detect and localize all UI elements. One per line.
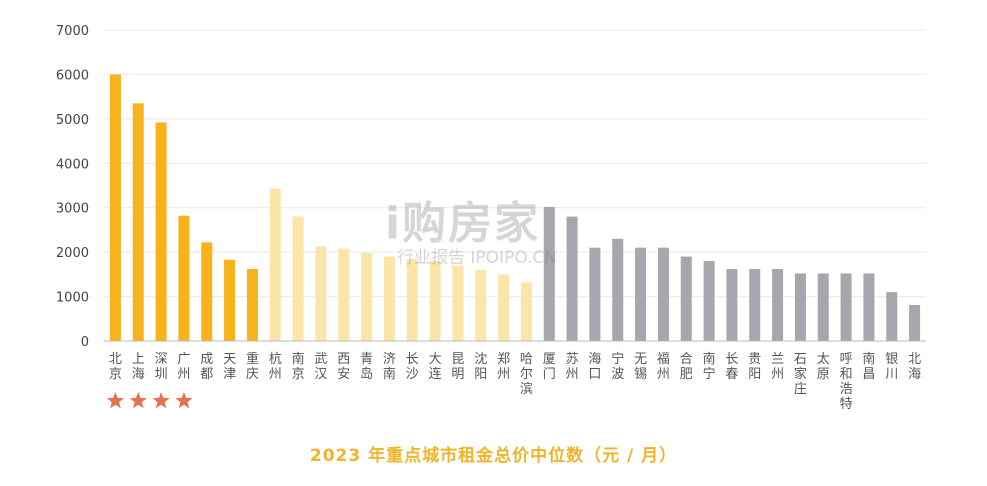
bar	[543, 206, 555, 341]
x-tick-label: 南京	[292, 351, 305, 382]
x-tick-label: 长沙	[406, 352, 419, 382]
x-tick-label: 北海	[908, 352, 921, 382]
bar	[909, 305, 921, 341]
y-tick-label: 5000	[56, 113, 89, 128]
y-tick-label: 1000	[56, 291, 89, 306]
x-tick-label: 兰州	[771, 352, 784, 382]
x-tick-label: 青岛	[360, 352, 373, 382]
x-tick-label: 上海	[132, 352, 145, 382]
x-tick-label: 杭州	[269, 352, 282, 382]
bar	[566, 216, 578, 341]
bar	[498, 274, 510, 341]
bar	[635, 247, 647, 341]
bar	[132, 103, 144, 341]
x-tick-label: 重庆	[246, 351, 259, 382]
bar	[338, 248, 350, 341]
bar	[406, 258, 418, 341]
x-tick-label: 长春	[725, 352, 738, 382]
bars	[109, 74, 921, 341]
bar	[589, 247, 601, 341]
bar	[680, 256, 692, 341]
x-tick-label: 海口	[588, 352, 601, 382]
x-tick-label: 厦门	[543, 352, 556, 382]
bar	[863, 273, 875, 341]
bar	[201, 242, 213, 341]
bar	[657, 247, 669, 341]
bar	[246, 269, 258, 341]
x-tick-label: 深圳	[155, 352, 168, 382]
star-icon	[129, 392, 147, 409]
x-tick-label: 西安	[337, 352, 350, 382]
bar	[840, 273, 852, 341]
x-tick-label: 成都	[200, 352, 213, 382]
watermark: i购房家 行业报告 IPOIPO.CN	[385, 198, 557, 269]
x-tick-label: 北京	[109, 352, 122, 382]
y-tick-label: 0	[81, 335, 89, 350]
x-tick-label: 无锡	[634, 352, 647, 382]
bar	[612, 238, 624, 341]
x-tick-label: 大连	[429, 352, 442, 382]
bar	[178, 215, 190, 341]
bar	[475, 269, 487, 341]
bar	[361, 253, 373, 341]
x-tick-label: 南昌	[862, 351, 875, 382]
x-tick-label: 呼和浩特	[840, 352, 853, 412]
x-tick-label: 武汉	[314, 352, 327, 382]
x-tick-label: 哈尔滨	[520, 352, 533, 397]
x-tick-label: 南宁	[703, 351, 716, 382]
star-icon	[106, 392, 124, 409]
bar	[155, 122, 167, 341]
x-tick-label: 昆明	[451, 352, 464, 382]
bar	[703, 261, 715, 341]
bar	[224, 259, 236, 341]
bar	[429, 261, 441, 341]
x-tick-label: 苏州	[566, 351, 579, 382]
x-tick-label: 银川	[885, 352, 898, 382]
x-tick-label: 广州	[177, 352, 190, 382]
gridlines	[104, 29, 926, 298]
y-tick-label: 2000	[56, 246, 89, 261]
x-tick-label: 天津	[223, 352, 236, 382]
watermark-brand: i购房家	[385, 198, 541, 249]
bar	[383, 256, 395, 341]
x-tick-label: 合肥	[680, 352, 693, 382]
x-tick-label: 郑州	[497, 352, 510, 382]
x-tick-label: 福州	[657, 352, 670, 382]
bar	[520, 282, 532, 341]
star-icon	[175, 392, 193, 409]
bar	[109, 74, 121, 341]
star-markers	[106, 392, 193, 409]
y-tick-label: 7000	[56, 24, 89, 39]
bar	[772, 269, 784, 341]
bar	[794, 273, 806, 341]
bar	[726, 269, 738, 341]
bar	[315, 246, 327, 341]
watermark-sub: 行业报告 IPOIPO.CN	[397, 248, 557, 268]
x-tick-label: 太原	[817, 352, 830, 382]
y-tick-label: 6000	[56, 68, 89, 83]
bar	[817, 273, 829, 341]
x-tick-label: 贵阳	[748, 352, 761, 382]
bar	[269, 188, 281, 341]
y-axis-ticks: 0 1000 2000 3000 4000 5000 6000 7000	[56, 24, 89, 350]
bar	[452, 265, 464, 341]
y-tick-label: 3000	[56, 202, 89, 217]
y-tick-label: 4000	[56, 157, 89, 172]
x-tick-label: 沈阳	[474, 352, 487, 382]
bar	[292, 216, 304, 341]
x-tick-label: 济南	[383, 352, 396, 382]
x-tick-label: 石家庄	[794, 352, 807, 397]
chart-title: 2023 年重点城市租金总价中位数（元 / 月）	[309, 446, 678, 466]
bar	[749, 269, 761, 341]
x-axis-labels: 北京上海深圳广州成都天津重庆杭州南京武汉西安青岛济南长沙大连昆明沈阳郑州哈尔滨厦…	[109, 351, 921, 412]
star-icon	[152, 392, 170, 409]
bar	[886, 292, 898, 341]
x-tick-label: 宁波	[611, 351, 624, 382]
